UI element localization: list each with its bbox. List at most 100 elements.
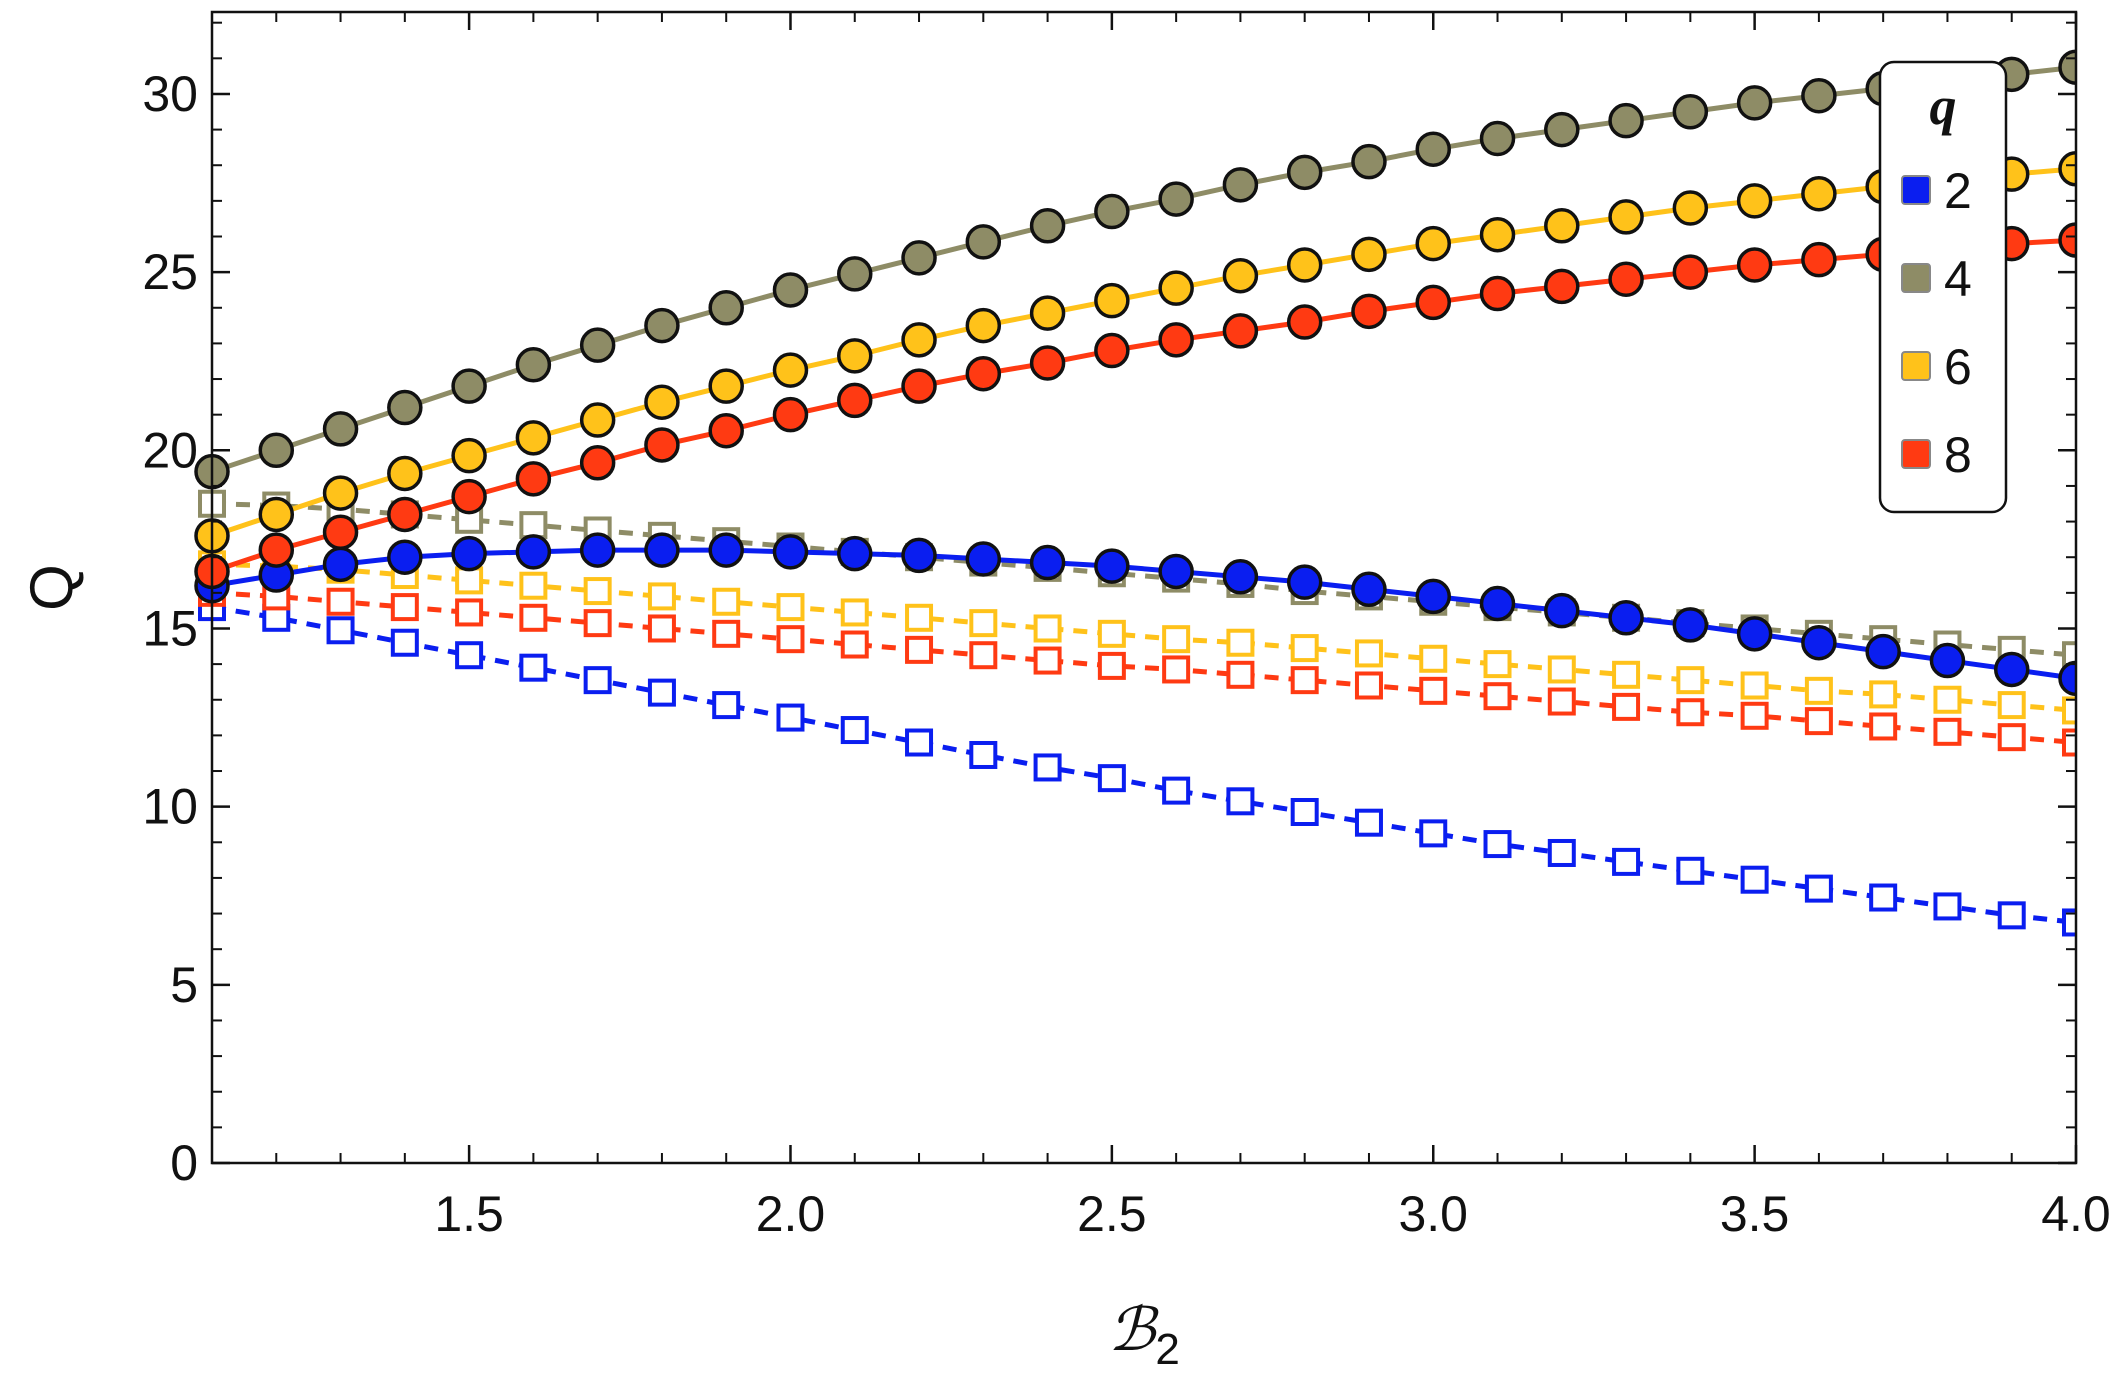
data-point-circle xyxy=(1158,270,1194,306)
data-point-circle xyxy=(387,389,423,426)
data-point-square xyxy=(1740,671,1769,700)
x-axis-label-subscript: 2 xyxy=(1155,1325,1179,1374)
data-point-circle xyxy=(322,514,359,551)
data-point-circle xyxy=(1029,345,1066,381)
data-point-square xyxy=(455,641,484,670)
data-point-square xyxy=(2062,908,2076,937)
data-point-square xyxy=(1483,830,1512,859)
data-point-circle xyxy=(1479,216,1516,253)
data-point-square xyxy=(1483,682,1512,711)
data-point-circle xyxy=(258,496,295,533)
data-point-square xyxy=(1547,655,1576,684)
data-point-circle xyxy=(1479,120,1516,157)
y-tick-label: 25 xyxy=(142,244,198,300)
data-point-square xyxy=(1804,707,1833,736)
data-point-circle xyxy=(1672,94,1709,130)
series-q-6-open xyxy=(198,550,2076,725)
data-point-circle xyxy=(2058,222,2076,258)
data-point-square xyxy=(1997,901,2026,930)
data-point-circle xyxy=(1736,247,1773,283)
data-point-square xyxy=(1612,692,1641,721)
data-point-circle xyxy=(644,384,680,420)
data-point-square xyxy=(1354,639,1383,668)
data-point-circle xyxy=(579,532,616,568)
data-point-square xyxy=(519,571,548,600)
data-point-square xyxy=(1740,701,1769,730)
y-tick-label: 10 xyxy=(142,779,198,835)
data-point-square xyxy=(647,678,676,707)
data-point-circle xyxy=(1158,553,1194,590)
y-tick-label: 15 xyxy=(142,600,198,656)
data-point-square xyxy=(840,716,869,745)
data-point-circle xyxy=(1094,282,1130,319)
data-point-circle xyxy=(1929,642,1966,679)
data-point-circle xyxy=(837,256,873,292)
data-point-square xyxy=(455,566,484,595)
data-point-circle xyxy=(1415,284,1451,321)
data-point-square xyxy=(905,635,934,664)
data-point-square xyxy=(712,619,741,648)
data-point-square xyxy=(969,740,998,769)
data-point-circle xyxy=(901,537,937,574)
data-point-square xyxy=(1676,698,1705,727)
data-point-circle xyxy=(1801,175,1837,212)
data-point-circle xyxy=(1029,208,1066,244)
data-point-circle xyxy=(1479,585,1516,622)
data-point-square xyxy=(1933,685,1962,714)
data-point-circle xyxy=(579,445,616,481)
legend-label: 8 xyxy=(1944,427,1972,483)
data-point-square xyxy=(1226,660,1255,689)
data-point-circle xyxy=(515,534,552,570)
data-point-circle xyxy=(1672,190,1709,226)
x-axis-label: ℬ2 xyxy=(1108,1295,1180,1374)
data-point-circle xyxy=(772,534,809,570)
data-point-circle xyxy=(1415,131,1451,167)
data-point-square xyxy=(1547,687,1576,716)
data-point-circle xyxy=(387,496,423,533)
data-point-circle xyxy=(772,352,809,388)
data-point-circle xyxy=(1222,313,1259,349)
data-point-circle xyxy=(772,272,809,308)
data-point-square xyxy=(1290,797,1319,826)
data-point-circle xyxy=(451,478,487,515)
data-point-circle xyxy=(515,420,552,456)
x-axis-label-main: ℬ xyxy=(1108,1295,1159,1365)
data-point-square xyxy=(840,598,869,627)
data-point-square xyxy=(1483,650,1512,679)
y-tick-label: 20 xyxy=(142,422,198,478)
data-point-circle xyxy=(708,290,744,326)
data-point-square xyxy=(1354,671,1383,700)
series-q-2-open xyxy=(198,593,2076,937)
data-point-square xyxy=(390,628,419,657)
data-point-circle xyxy=(1544,268,1580,305)
data-point-circle xyxy=(2058,660,2076,697)
series-q-4-filled xyxy=(194,49,2076,490)
data-point-square xyxy=(1612,847,1641,876)
data-point-circle xyxy=(772,396,809,433)
data-point-circle xyxy=(1029,295,1066,331)
data-point-circle xyxy=(387,455,423,492)
data-point-square xyxy=(1547,838,1576,867)
data-point-circle xyxy=(1415,225,1451,262)
data-point-circle xyxy=(1993,651,2030,688)
data-point-circle xyxy=(1608,199,1644,235)
data-point-square xyxy=(647,582,676,611)
data-point-square xyxy=(1226,628,1255,657)
data-point-square xyxy=(969,641,998,670)
data-point-square xyxy=(1804,676,1833,705)
data-point-square xyxy=(1033,646,1062,675)
data-point-square xyxy=(1612,660,1641,689)
legend-entries: 2 4 6 8 xyxy=(1901,163,1972,483)
data-point-square xyxy=(2062,728,2076,757)
data-point-circle xyxy=(1158,181,1194,217)
data-point-square xyxy=(1997,723,2026,752)
x-tick-label: 1.5 xyxy=(434,1186,504,1242)
data-point-circle xyxy=(1094,548,1130,584)
data-point-circle xyxy=(258,532,295,568)
series-q-8-filled xyxy=(194,222,2076,590)
data-point-square xyxy=(1354,808,1383,837)
plot-frame xyxy=(210,10,2078,1165)
data-point-circle xyxy=(1222,167,1259,203)
data-point-circle xyxy=(1158,322,1194,358)
data-point-circle xyxy=(901,240,937,276)
